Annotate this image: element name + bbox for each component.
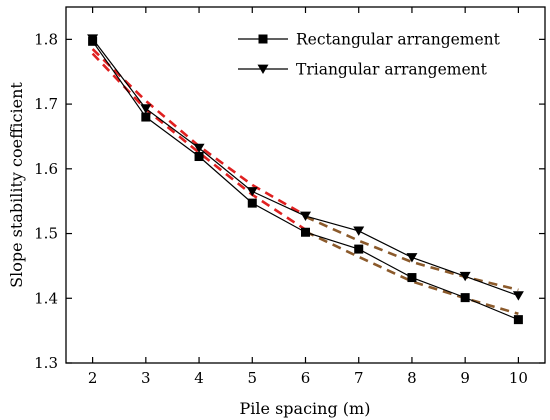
data-point-square xyxy=(247,198,257,208)
data-point-triangle-down xyxy=(246,187,258,197)
x-tick-label: 6 xyxy=(301,369,311,387)
fit-lines xyxy=(91,48,519,316)
data-point-triangle-down xyxy=(140,104,152,114)
data-point-square xyxy=(513,315,523,325)
y-axis: 1.3 1.4 1.5 1.6 1.7 1.8 xyxy=(34,30,545,372)
data-point-square xyxy=(301,227,310,237)
x-tick-label: 5 xyxy=(248,369,258,387)
data-point-triangle-down xyxy=(459,271,471,282)
y-tick-label: 1.8 xyxy=(34,30,58,48)
fit-line-4 xyxy=(304,215,519,292)
series-1 xyxy=(88,36,523,325)
legend-item: Rectangular arrangement xyxy=(238,31,501,49)
legend-label: Triangular arrangement xyxy=(296,61,488,79)
fit-line-2 xyxy=(91,52,307,231)
series-2 xyxy=(87,34,524,301)
data-point-triangle-down xyxy=(87,34,99,44)
data-point-triangle-down xyxy=(406,253,418,263)
y-axis-title: Slope stability coefficient xyxy=(7,82,26,288)
data-point-square xyxy=(354,244,364,254)
y-tick-label: 1.4 xyxy=(34,289,58,307)
data-point-triangle-down xyxy=(512,291,524,301)
legend: Rectangular arrangement Triangular arrang… xyxy=(238,31,501,79)
data-point-triangle-down xyxy=(300,211,311,222)
legend-marker xyxy=(258,34,268,44)
x-tick-label: 7 xyxy=(354,369,364,387)
x-tick-label: 3 xyxy=(141,369,151,387)
data-point-triangle-down xyxy=(353,226,365,236)
y-tick-label: 1.7 xyxy=(34,95,58,113)
series-group xyxy=(87,34,524,325)
y-tick-label: 1.6 xyxy=(34,160,58,178)
series-line xyxy=(92,40,519,321)
fit-line-3 xyxy=(304,230,519,316)
y-tick-label: 1.3 xyxy=(34,354,58,372)
legend-item: Triangular arrangement xyxy=(238,61,488,79)
x-tick-label: 9 xyxy=(460,369,470,387)
x-tick-label: 8 xyxy=(407,369,417,387)
x-axis: 2 3 4 5 6 7 8 9 10 xyxy=(88,7,528,387)
data-point-square xyxy=(460,293,470,303)
legend-label: Rectangular arrangement xyxy=(296,31,501,49)
x-tick-label: 2 xyxy=(88,369,98,387)
data-point-square xyxy=(141,112,151,122)
legend-marker xyxy=(257,64,269,74)
y-tick-label: 1.5 xyxy=(34,225,58,243)
x-tick-label: 4 xyxy=(194,369,204,387)
x-tick-label: 10 xyxy=(509,369,528,387)
data-point-square xyxy=(407,273,417,283)
data-point-square xyxy=(194,152,204,162)
fit-line-1 xyxy=(91,48,307,217)
x-axis-title: Pile spacing (m) xyxy=(240,399,371,418)
data-point-triangle-down xyxy=(193,143,205,154)
